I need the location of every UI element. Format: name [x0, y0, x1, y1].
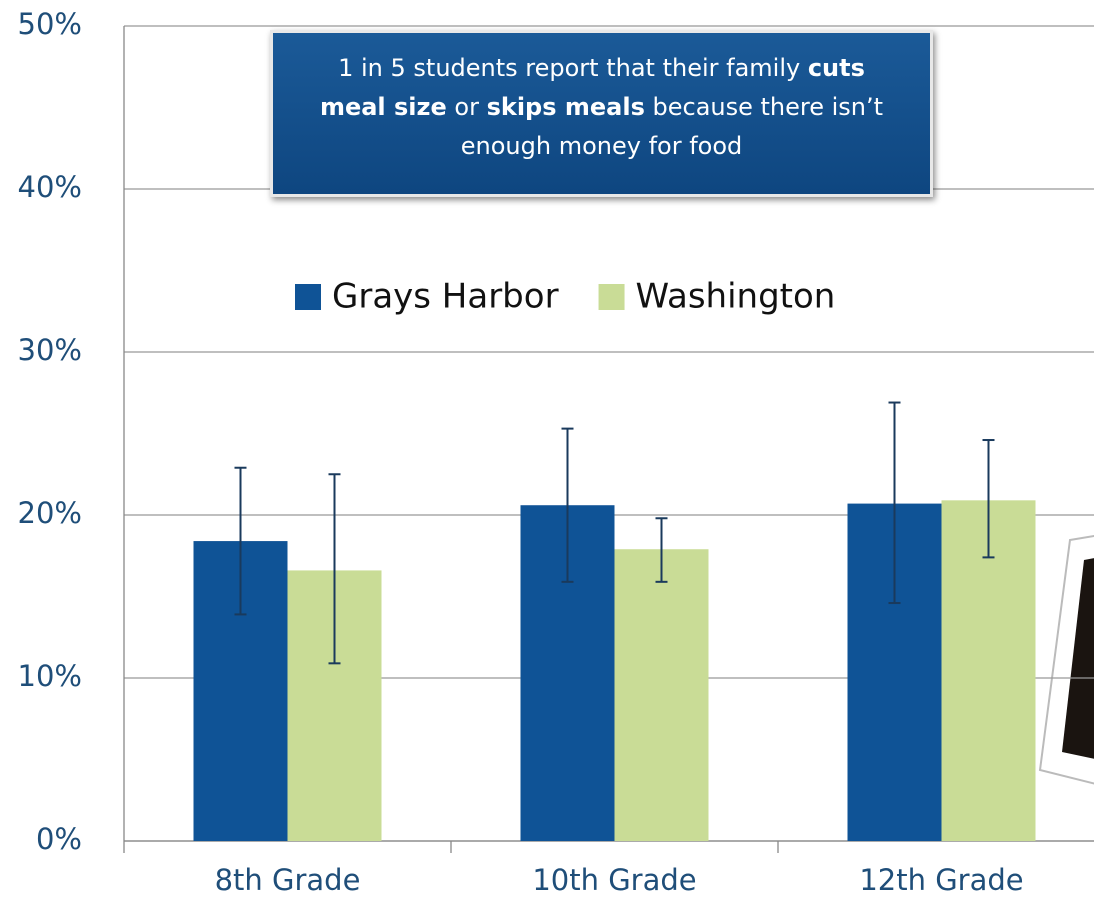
x-tick-label: 12th Grade [859, 863, 1023, 897]
y-tick-label: 20% [18, 496, 82, 530]
legend-label: Grays Harbor [332, 277, 559, 317]
annotation-text: or [447, 93, 487, 121]
x-tick-label: 10th Grade [532, 863, 696, 897]
legend-label: Washington [636, 277, 836, 317]
bar [615, 549, 709, 841]
y-tick-label: 40% [18, 170, 82, 204]
y-tick-label: 0% [36, 822, 82, 856]
photo-frame [1040, 535, 1094, 785]
y-tick-label: 30% [18, 333, 82, 367]
annotation-text: 1 in 5 students report that their family [338, 54, 808, 82]
legend-swatch [295, 284, 321, 310]
legend-swatch [599, 284, 625, 310]
annotation: 1 in 5 students report that their family… [270, 30, 933, 197]
annotation-text: skips meals [487, 93, 645, 121]
y-tick-label: 50% [18, 7, 82, 41]
page: 0% 10% 20% 30% 40% 50% 8th Grade 10th Grade 12th… [0, 0, 1094, 912]
x-tick-label: 8th Grade [215, 863, 361, 897]
y-tick-label: 10% [18, 659, 82, 693]
